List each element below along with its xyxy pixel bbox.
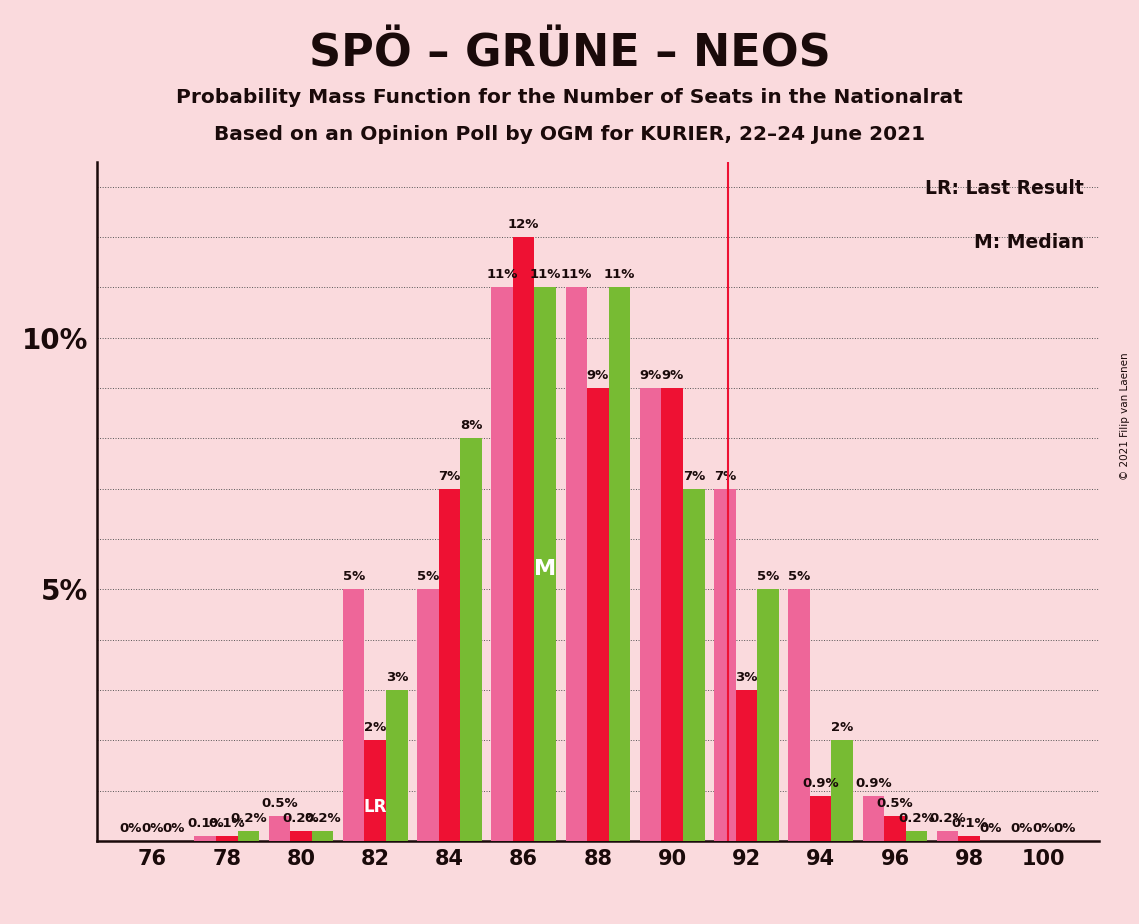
Text: 2%: 2% bbox=[364, 722, 386, 735]
Text: 0.2%: 0.2% bbox=[929, 812, 966, 825]
Text: © 2021 Filip van Laenen: © 2021 Filip van Laenen bbox=[1120, 352, 1130, 480]
Bar bbox=[238, 831, 259, 841]
Text: M: M bbox=[534, 559, 556, 579]
Bar bbox=[439, 489, 460, 841]
Text: 0%: 0% bbox=[980, 821, 1002, 834]
Bar bbox=[810, 796, 831, 841]
Bar bbox=[386, 690, 408, 841]
Bar bbox=[831, 740, 853, 841]
Text: 12%: 12% bbox=[508, 218, 540, 231]
Text: 11%: 11% bbox=[530, 269, 560, 282]
Text: 9%: 9% bbox=[661, 369, 683, 382]
Bar bbox=[736, 690, 757, 841]
Text: 0.5%: 0.5% bbox=[261, 796, 297, 809]
Text: Based on an Opinion Poll by OGM for KURIER, 22–24 June 2021: Based on an Opinion Poll by OGM for KURI… bbox=[214, 125, 925, 144]
Bar bbox=[906, 831, 927, 841]
Bar bbox=[216, 836, 238, 841]
Text: 0.1%: 0.1% bbox=[187, 817, 223, 830]
Text: 11%: 11% bbox=[604, 269, 636, 282]
Bar bbox=[460, 438, 482, 841]
Bar bbox=[417, 590, 439, 841]
Text: 7%: 7% bbox=[439, 469, 460, 482]
Text: 5%: 5% bbox=[343, 570, 364, 583]
Bar bbox=[195, 836, 216, 841]
Bar bbox=[683, 489, 705, 841]
Text: 5%: 5% bbox=[788, 570, 810, 583]
Text: 0%: 0% bbox=[141, 821, 164, 834]
Bar bbox=[312, 831, 334, 841]
Text: 3%: 3% bbox=[736, 671, 757, 684]
Text: 0.1%: 0.1% bbox=[208, 817, 245, 830]
Text: 0.2%: 0.2% bbox=[899, 812, 935, 825]
Text: 5%: 5% bbox=[757, 570, 779, 583]
Bar bbox=[608, 287, 630, 841]
Bar bbox=[364, 740, 386, 841]
Bar bbox=[662, 388, 683, 841]
Bar bbox=[513, 237, 534, 841]
Bar bbox=[290, 831, 312, 841]
Text: 0.2%: 0.2% bbox=[304, 812, 341, 825]
Bar bbox=[937, 831, 958, 841]
Text: M: Median: M: Median bbox=[974, 233, 1084, 252]
Text: LR: Last Result: LR: Last Result bbox=[925, 178, 1084, 198]
Text: 7%: 7% bbox=[682, 469, 705, 482]
Text: 7%: 7% bbox=[714, 469, 736, 482]
Bar bbox=[958, 836, 980, 841]
Text: 0.9%: 0.9% bbox=[855, 776, 892, 789]
Bar bbox=[884, 816, 906, 841]
Bar bbox=[588, 388, 608, 841]
Bar bbox=[788, 590, 810, 841]
Text: 0%: 0% bbox=[163, 821, 186, 834]
Text: Probability Mass Function for the Number of Seats in the Nationalrat: Probability Mass Function for the Number… bbox=[177, 88, 962, 107]
Bar bbox=[862, 796, 884, 841]
Text: 2%: 2% bbox=[831, 722, 853, 735]
Text: 0%: 0% bbox=[120, 821, 142, 834]
Text: 0.1%: 0.1% bbox=[951, 817, 988, 830]
Bar bbox=[534, 287, 556, 841]
Bar bbox=[269, 816, 290, 841]
Bar bbox=[491, 287, 513, 841]
Bar bbox=[757, 590, 779, 841]
Text: 0.2%: 0.2% bbox=[230, 812, 267, 825]
Bar bbox=[343, 590, 364, 841]
Text: 8%: 8% bbox=[460, 419, 482, 432]
Text: 11%: 11% bbox=[486, 269, 518, 282]
Text: 3%: 3% bbox=[386, 671, 408, 684]
Text: 5%: 5% bbox=[417, 570, 439, 583]
Text: 0.9%: 0.9% bbox=[802, 776, 839, 789]
Text: 0.5%: 0.5% bbox=[877, 796, 913, 809]
Text: 9%: 9% bbox=[587, 369, 609, 382]
Bar bbox=[714, 489, 736, 841]
Text: LR: LR bbox=[363, 797, 387, 816]
Text: 11%: 11% bbox=[560, 269, 592, 282]
Text: 9%: 9% bbox=[640, 369, 662, 382]
Text: SPÖ – GRÜNE – NEOS: SPÖ – GRÜNE – NEOS bbox=[309, 32, 830, 76]
Text: 0%: 0% bbox=[1010, 821, 1033, 834]
Text: 0%: 0% bbox=[1032, 821, 1055, 834]
Text: 0%: 0% bbox=[1054, 821, 1076, 834]
Text: 0.2%: 0.2% bbox=[282, 812, 319, 825]
Bar bbox=[566, 287, 588, 841]
Bar bbox=[640, 388, 662, 841]
